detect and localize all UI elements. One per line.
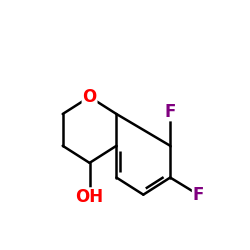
Text: OH: OH — [76, 188, 104, 206]
Text: F: F — [193, 186, 204, 204]
Text: O: O — [82, 88, 97, 106]
Text: F: F — [164, 102, 176, 120]
